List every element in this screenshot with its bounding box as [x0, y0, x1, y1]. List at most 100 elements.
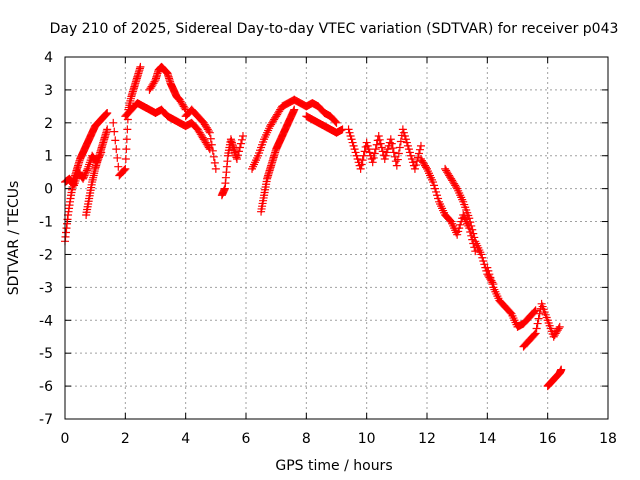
data-point — [455, 224, 464, 233]
x-tick-label: 10 — [358, 431, 376, 447]
data-point — [271, 113, 280, 122]
data-point — [385, 138, 394, 147]
data-point — [416, 141, 425, 150]
data-point — [200, 120, 209, 129]
data-point — [417, 156, 426, 165]
data-point — [122, 145, 131, 154]
data-point — [530, 330, 539, 339]
y-tick-label: -3 — [39, 280, 53, 296]
data-point — [405, 148, 414, 157]
data-point — [479, 257, 488, 266]
data-point — [531, 329, 540, 338]
data-point — [203, 125, 212, 134]
data-point — [477, 250, 486, 259]
data-point — [431, 184, 440, 193]
data-point — [555, 322, 564, 331]
y-tick-label: 4 — [44, 50, 53, 66]
data-point — [420, 161, 429, 170]
data-point — [357, 160, 366, 169]
data-point — [375, 135, 384, 144]
data-point — [178, 100, 187, 109]
data-point — [403, 141, 412, 150]
data-point — [404, 145, 413, 154]
y-tick-label: -7 — [39, 412, 53, 428]
data-point — [421, 163, 430, 172]
data-point — [388, 144, 397, 153]
data-point — [348, 138, 357, 147]
data-point — [149, 79, 158, 88]
data-point — [204, 127, 213, 136]
data-point — [344, 125, 353, 134]
data-point — [402, 138, 411, 147]
data-point — [445, 171, 454, 180]
data-point — [236, 139, 245, 148]
x-tick-label: 14 — [478, 431, 496, 447]
data-point — [146, 84, 155, 93]
data-point — [112, 145, 121, 154]
data-point — [193, 125, 202, 134]
data-point — [414, 149, 423, 158]
data-point — [433, 191, 442, 200]
data-point — [381, 151, 390, 160]
data-point — [121, 164, 130, 173]
data-point — [553, 326, 562, 335]
data-point — [371, 145, 380, 154]
data-point — [201, 138, 210, 147]
data-point — [235, 143, 244, 152]
data-point — [275, 107, 284, 116]
data-point — [196, 130, 205, 139]
data-point — [432, 187, 441, 196]
data-point — [395, 143, 404, 152]
data-point — [110, 127, 119, 136]
data-point — [369, 153, 378, 162]
data-point — [82, 166, 91, 175]
data-point — [483, 263, 492, 272]
data-point — [81, 169, 90, 178]
data-point — [551, 329, 560, 338]
data-point — [415, 145, 424, 154]
data-point — [446, 216, 455, 225]
data-point — [468, 225, 477, 234]
data-point — [267, 120, 276, 129]
data-point — [209, 152, 218, 161]
x-tick-label: 18 — [599, 431, 617, 447]
data-point — [364, 145, 373, 154]
data-point — [208, 146, 217, 155]
data-point — [554, 324, 563, 333]
data-point — [202, 123, 211, 132]
data-point — [392, 161, 401, 170]
data-point — [274, 108, 283, 117]
data-point — [485, 270, 494, 279]
data-point — [532, 324, 541, 333]
data-point — [394, 149, 403, 158]
data-point — [180, 104, 189, 113]
data-point — [386, 135, 395, 144]
data-point — [103, 108, 112, 117]
data-point — [356, 164, 365, 173]
data-point — [430, 181, 439, 190]
data-point — [122, 135, 131, 144]
data-point — [360, 147, 369, 156]
data-point — [470, 233, 479, 242]
data-point — [467, 221, 476, 230]
data-point — [452, 182, 461, 191]
data-point — [534, 314, 543, 323]
data-point — [429, 178, 438, 187]
y-tick-label: -4 — [39, 313, 53, 329]
data-point — [406, 151, 415, 160]
data-point — [382, 148, 391, 157]
data-point — [113, 153, 122, 162]
data-point — [418, 158, 427, 167]
x-tick-label: 8 — [302, 431, 311, 447]
data-point — [203, 141, 212, 150]
data-point — [353, 155, 362, 164]
data-point — [355, 161, 364, 170]
data-point — [419, 159, 428, 168]
x-axis-label: GPS time / hours — [275, 458, 392, 474]
data-point — [487, 276, 496, 285]
data-point — [358, 156, 367, 165]
data-point — [416, 155, 425, 164]
data-point — [266, 122, 275, 131]
data-point — [370, 149, 379, 158]
